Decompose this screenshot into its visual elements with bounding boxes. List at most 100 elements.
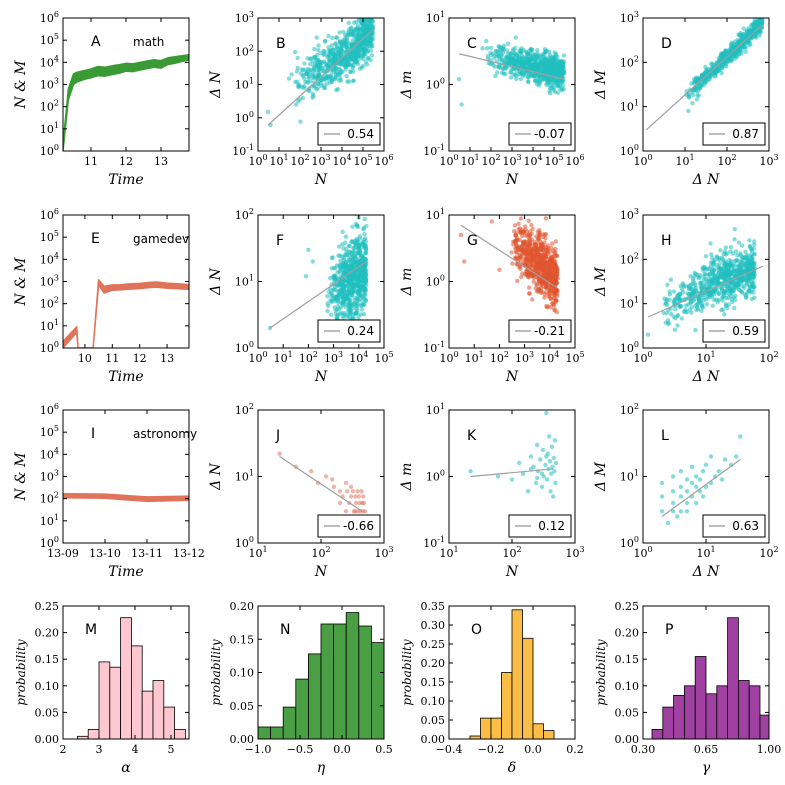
ytick-label-A-6: 106 bbox=[40, 10, 59, 25]
point-H-697 bbox=[690, 276, 696, 281]
point-L-33 bbox=[733, 454, 739, 459]
ytick-label-P-0: 0.00 bbox=[615, 733, 640, 746]
point-F-649 bbox=[364, 223, 369, 229]
ylabel-A: N & M bbox=[13, 60, 29, 110]
point-K-26 bbox=[551, 494, 556, 499]
point-G-684 bbox=[540, 270, 546, 275]
point-H-183 bbox=[715, 300, 720, 305]
bar-N-3 bbox=[295, 678, 309, 739]
point-B-661 bbox=[348, 56, 353, 61]
point-K-2 bbox=[509, 477, 515, 482]
point-C-418 bbox=[505, 41, 511, 46]
point-D-601 bbox=[690, 101, 695, 106]
point-G-614 bbox=[517, 256, 522, 261]
point-H-690 bbox=[684, 309, 690, 315]
point-B-592 bbox=[310, 59, 316, 64]
ytick-label-I-1: 101 bbox=[40, 513, 59, 528]
point-D-107 bbox=[743, 49, 748, 54]
point-B-609 bbox=[306, 74, 312, 80]
point-B-545 bbox=[327, 58, 332, 63]
point-F-659 bbox=[356, 245, 362, 251]
point-D-529 bbox=[729, 40, 734, 46]
point-K-28 bbox=[552, 469, 557, 474]
point-D-578 bbox=[693, 88, 699, 93]
point-J-7 bbox=[337, 489, 343, 494]
ytick-label-I-4: 104 bbox=[40, 446, 59, 461]
legend-box-B bbox=[317, 122, 381, 146]
point-F-601 bbox=[337, 263, 342, 268]
point-F-694 bbox=[352, 301, 357, 306]
point-F-342 bbox=[329, 312, 334, 317]
point-F-685 bbox=[344, 250, 349, 255]
point-C-536 bbox=[515, 57, 520, 62]
point-B-624 bbox=[346, 20, 351, 26]
point-H-512 bbox=[725, 281, 731, 287]
point-G-209 bbox=[529, 222, 534, 228]
point-K-23 bbox=[549, 471, 554, 476]
point-J-5 bbox=[329, 477, 335, 482]
point-B-689 bbox=[354, 38, 360, 43]
bar-P-6 bbox=[716, 685, 728, 739]
point-F-674 bbox=[332, 295, 338, 300]
point-B-600 bbox=[353, 26, 358, 31]
point-G-440 bbox=[512, 229, 517, 234]
point-C-616 bbox=[541, 76, 546, 82]
point-J-28 bbox=[348, 484, 354, 489]
point-L-12 bbox=[684, 489, 690, 494]
point-B-451 bbox=[308, 67, 313, 73]
ytick-label-M-3: 0.15 bbox=[35, 653, 60, 666]
point-F-678 bbox=[363, 283, 369, 288]
point-G-542 bbox=[527, 229, 533, 234]
point-B-700 bbox=[265, 109, 271, 115]
point-F-497 bbox=[329, 255, 335, 261]
point-F-600 bbox=[341, 246, 346, 251]
xtick-label-D-3: 103 bbox=[759, 153, 778, 168]
xlabel-O: δ bbox=[508, 760, 516, 776]
point-J-6 bbox=[331, 484, 337, 489]
ytick-label-L-1: 101 bbox=[620, 469, 639, 484]
point-L-6 bbox=[670, 474, 676, 479]
ytick-label-H-2: 102 bbox=[620, 251, 639, 266]
point-D-231 bbox=[756, 13, 760, 17]
point-B-258 bbox=[346, 79, 352, 84]
point-G-666 bbox=[539, 243, 544, 249]
ytick-label-P-4: 0.20 bbox=[615, 627, 640, 640]
xtick-label-P-1: 0.65 bbox=[694, 743, 719, 756]
xtick-label-O-0: −0.4 bbox=[436, 743, 463, 756]
point-C-694 bbox=[512, 61, 518, 66]
xtick-label-N-3: 0.5 bbox=[375, 743, 393, 756]
point-B-444 bbox=[339, 78, 344, 83]
point-H-387 bbox=[729, 297, 734, 302]
bar-N-2 bbox=[282, 706, 297, 739]
bar-O-4 bbox=[511, 609, 523, 739]
ytick-label-P-1: 0.05 bbox=[615, 706, 640, 719]
legend-box-F bbox=[317, 319, 381, 343]
ytick-label-P-3: 0.15 bbox=[615, 653, 640, 666]
point-H-632 bbox=[717, 275, 722, 280]
point-C-693 bbox=[509, 66, 514, 71]
point-H-646 bbox=[723, 268, 728, 273]
point-B-665 bbox=[334, 44, 340, 49]
point-L-16 bbox=[689, 464, 695, 469]
point-F-698 bbox=[357, 236, 362, 241]
point-L-23 bbox=[700, 469, 706, 474]
point-H-613 bbox=[706, 279, 711, 284]
point-G-246 bbox=[519, 274, 524, 280]
point-J-16 bbox=[353, 500, 359, 506]
point-F-588 bbox=[351, 245, 356, 251]
point-B-571 bbox=[369, 12, 373, 16]
xtick-label-H-1: 101 bbox=[696, 350, 715, 365]
point-L-4 bbox=[670, 500, 676, 506]
point-C-546 bbox=[541, 52, 546, 57]
point-C-622 bbox=[545, 75, 550, 80]
point-G-0 bbox=[526, 218, 531, 223]
point-G-622 bbox=[527, 240, 533, 245]
point-L-31 bbox=[722, 457, 728, 462]
point-C-690 bbox=[517, 48, 522, 54]
point-K-17 bbox=[544, 477, 550, 482]
plot-area-E bbox=[63, 278, 189, 348]
point-D-534 bbox=[738, 38, 743, 44]
point-B-547 bbox=[305, 79, 311, 84]
